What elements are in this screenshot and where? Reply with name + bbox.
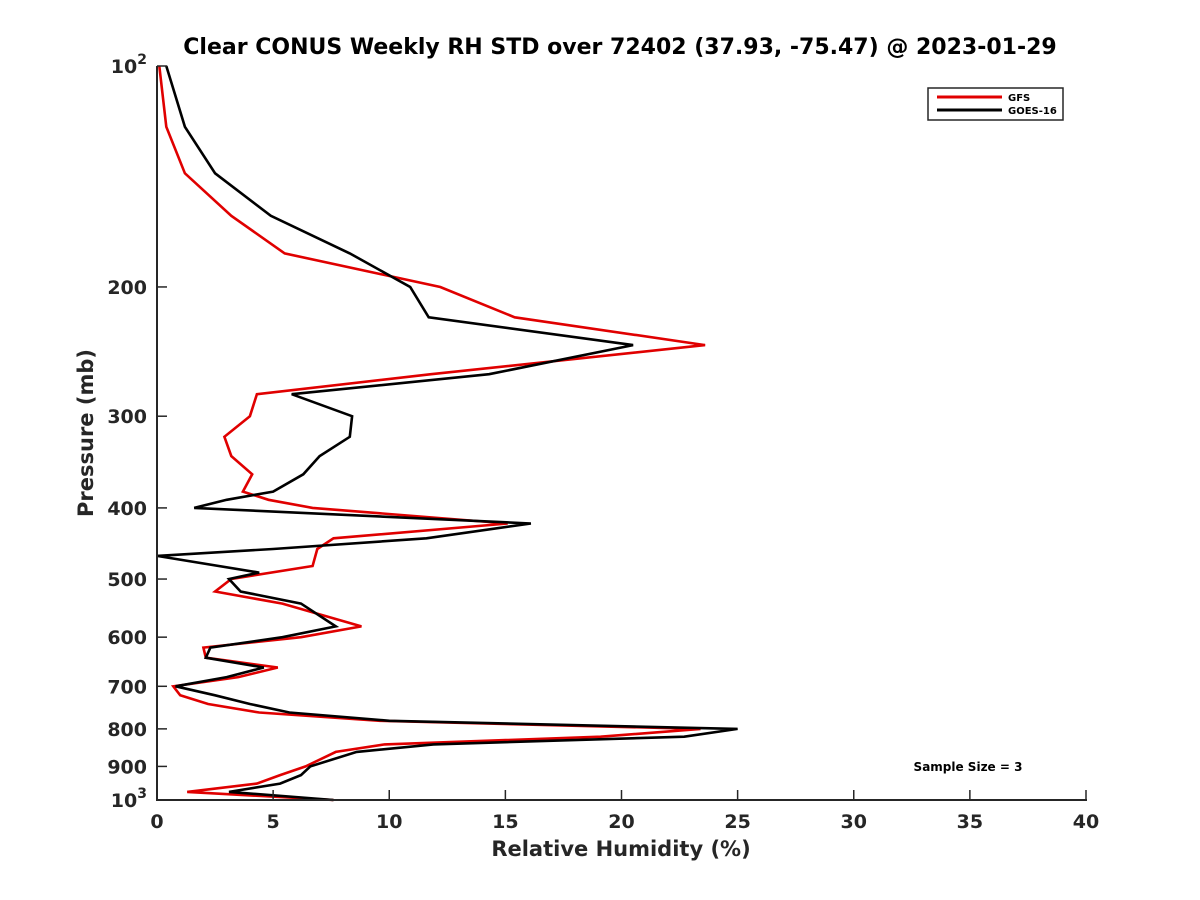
- legend-label-gfs: GFS: [1008, 93, 1030, 104]
- x-tick-label: 10: [376, 811, 402, 833]
- y-tick-label: 700: [107, 676, 147, 698]
- series-line-gfs: [158, 65, 706, 802]
- y-tick-label: 500: [107, 569, 147, 591]
- y-tick-label: 400: [107, 498, 147, 520]
- x-tick-label: 40: [1073, 811, 1099, 833]
- series-line-goes16: [156, 65, 738, 802]
- legend-box: [927, 87, 1064, 121]
- legend-label-goes16: GOES-16: [1008, 106, 1057, 117]
- x-tick-label: 0: [150, 811, 163, 833]
- legend: GFS GOES-16: [927, 87, 1064, 121]
- y-tick-label: 102: [111, 52, 147, 78]
- y-tick-label: 900: [107, 756, 147, 778]
- x-tick-label: 30: [841, 811, 867, 833]
- x-tick-label: 20: [608, 811, 634, 833]
- x-ticks: 0 5 10 15 20 25 30 35 40: [150, 790, 1099, 833]
- chart-title: Clear CONUS Weekly RH STD over 72402 (37…: [183, 35, 1056, 60]
- x-tick-label: 25: [724, 811, 750, 833]
- y-axis-label: Pressure (mb): [74, 349, 98, 517]
- x-tick-label: 5: [267, 811, 280, 833]
- y-tick-label: 103: [111, 786, 147, 812]
- x-axis-label: Relative Humidity (%): [491, 837, 750, 861]
- y-ticks: 102 200 300 400 500 600 700 800 900 103: [107, 52, 167, 812]
- sample-size-annotation: Sample Size = 3: [914, 760, 1023, 774]
- x-tick-label: 15: [492, 811, 518, 833]
- y-tick-label: 300: [107, 406, 147, 428]
- y-tick-label: 200: [107, 277, 147, 299]
- y-tick-label: 800: [107, 719, 147, 741]
- plot-lines: [156, 65, 738, 802]
- x-tick-label: 35: [957, 811, 983, 833]
- y-tick-label: 600: [107, 627, 147, 649]
